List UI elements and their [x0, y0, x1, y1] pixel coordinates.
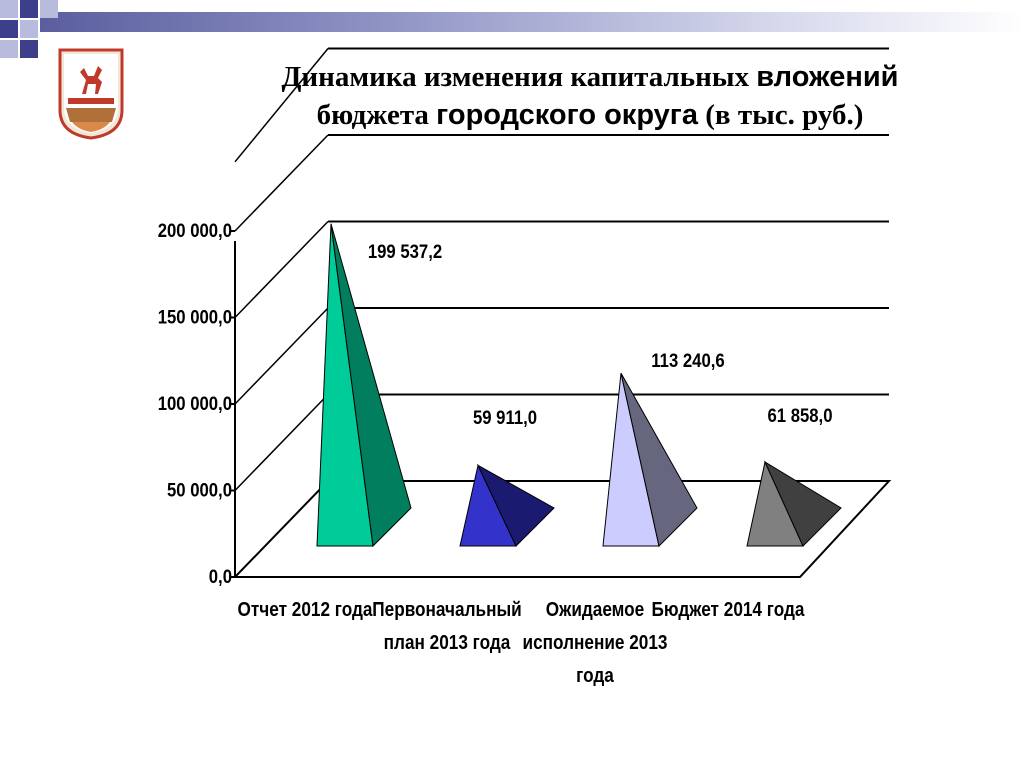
decor-square — [0, 20, 18, 38]
decor-square — [40, 0, 58, 18]
title-line2-part3: (в тыс. руб.) — [698, 99, 864, 132]
decor-square — [0, 0, 18, 18]
data-label: 113 240,6 — [651, 350, 724, 371]
pyramid-bar-side — [330, 223, 412, 548]
x-category-label: Бюджет 2014 года — [652, 598, 805, 621]
data-label: 199 537,2 — [368, 241, 442, 262]
y-tick-label: 150 000,0 — [158, 307, 232, 328]
y-tick-label: 200 000,0 — [158, 220, 232, 241]
pyramid-bar-side — [620, 372, 698, 547]
title-line2-part2: городского округа — [436, 99, 698, 132]
data-label: 59 911,0 — [473, 407, 537, 428]
coat-of-arms-logo — [58, 48, 124, 140]
title-line2-part1: бюджета — [316, 99, 437, 132]
x-category-label: Ожидаемое — [546, 598, 644, 621]
x-category-label: года — [576, 664, 614, 687]
x-category-label: план 2013 года — [384, 631, 511, 654]
page-title: Динамика изменения капитальных вложений … — [170, 58, 1010, 135]
y-tick-label: 0,0 — [209, 566, 232, 587]
pyramid-bar-side — [763, 460, 842, 547]
decor-square — [0, 40, 18, 58]
data-label: 61 858,0 — [767, 405, 832, 426]
title-line1-part2: вложений — [756, 61, 899, 93]
pyramid-bar-side — [476, 464, 555, 547]
decor-square — [20, 0, 38, 18]
x-category-label: Отчет 2012 года — [238, 598, 374, 621]
decor-square — [20, 40, 38, 58]
y-tick-label: 100 000,0 — [158, 393, 232, 414]
gridline-side — [234, 220, 329, 319]
gridline-side — [234, 393, 329, 492]
decor-square — [20, 20, 38, 38]
gridline-side — [234, 48, 329, 163]
chart-floor — [232, 480, 892, 578]
header-gradient-bar — [40, 12, 1023, 32]
gridline-side — [234, 307, 329, 405]
x-category-label: Первоначальный — [372, 598, 521, 621]
x-category-label: исполнение 2013 — [523, 631, 668, 654]
title-line1-part1: Динамика изменения капитальных — [281, 61, 757, 93]
gridline-side — [234, 134, 329, 232]
y-tick-label: 50 000,0 — [167, 480, 232, 501]
